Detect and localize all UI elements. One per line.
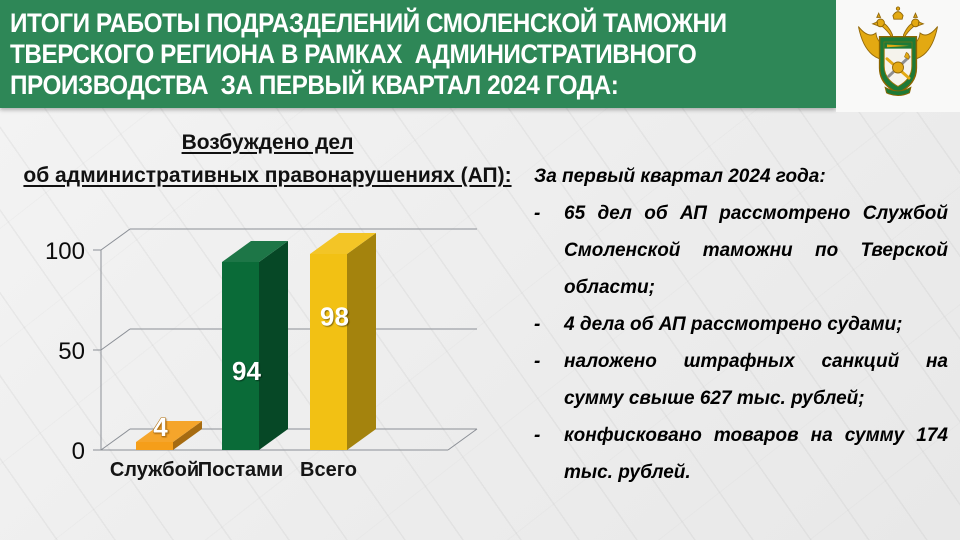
note-item: - наложено штрафных санкций на сумму свы… — [534, 343, 948, 417]
cases-bar-chart: 0 50 100 4 Службой 94 Постами 98 Всего — [45, 228, 478, 481]
note-dash: - — [534, 203, 541, 224]
bar-side — [347, 233, 376, 450]
bar-top — [136, 421, 202, 442]
ytick-label: 50 — [58, 338, 85, 365]
bar-front — [136, 442, 173, 450]
notes-heading: За первый квартал 2024 года: — [534, 166, 826, 187]
bar-value-label: 94 — [232, 356, 261, 386]
note-item: - конфисковано товаров на сумму 174 тыс.… — [534, 417, 948, 491]
header-title-line-3: ПРОИЗВОДСТВА ЗА ПЕРВЫЙ КВАРТАЛ 2024 ГОДА… — [10, 70, 619, 100]
floor-right-edge — [447, 428, 478, 451]
header-title-line-1: ИТОГИ РАБОТЫ ПОДРАЗДЕЛЕНИЙ СМОЛЕНСКОЙ ТА… — [10, 8, 727, 38]
emblem-panel — [836, 0, 960, 112]
chart-title-line-2: об административных правонарушениях (АП)… — [23, 164, 512, 187]
category-label: Службой — [110, 459, 199, 481]
note-text: конфисковано товаров на сумму 174 тыс. р… — [564, 425, 948, 483]
note-text: 4 дела об АП рассмотрено судами; — [564, 314, 903, 335]
note-dash: - — [534, 314, 541, 335]
ytick-label: 100 — [45, 238, 85, 265]
gridline-depth — [100, 328, 131, 351]
ytick-label: 0 — [72, 438, 85, 465]
customs-emblem-icon — [857, 6, 939, 97]
bar-top — [310, 233, 376, 254]
note-item: - 65 дел об АП рассмотрено Службой Смоле… — [534, 195, 948, 306]
note-dash: - — [534, 351, 541, 372]
gridline-depth — [100, 228, 131, 251]
bar-top — [222, 241, 288, 262]
chart-title: Возбуждено дел об административных право… — [0, 126, 535, 192]
bar-side — [259, 241, 288, 450]
notes-column: За первый квартал 2024 года: - 65 дел об… — [534, 158, 948, 491]
note-text: наложено штрафных санкций на сумму свыше… — [564, 351, 948, 409]
bar-side — [173, 421, 202, 450]
chart-title-line-1: Возбуждено дел — [181, 131, 354, 154]
bar-value-label: 98 — [320, 302, 349, 332]
note-dash: - — [534, 425, 541, 446]
gridline-depth — [100, 428, 131, 451]
header-title-line-2: ТВЕРСКОГО РЕГИОНА В РАМКАХ АДМИНИСТРАТИВ… — [10, 39, 697, 69]
category-label: Постами — [198, 459, 283, 481]
note-text: 65 дел об АП рассмотрено Службой Смоленс… — [564, 203, 948, 298]
bar-front — [310, 254, 347, 450]
bar-value-label: 4 — [153, 412, 168, 442]
header-banner: ИТОГИ РАБОТЫ ПОДРАЗДЕЛЕНИЙ СМОЛЕНСКОЙ ТА… — [0, 0, 836, 108]
category-label: Всего — [300, 459, 357, 481]
note-item: - 4 дела об АП рассмотрено судами; — [534, 306, 948, 343]
bar-front — [222, 262, 259, 450]
